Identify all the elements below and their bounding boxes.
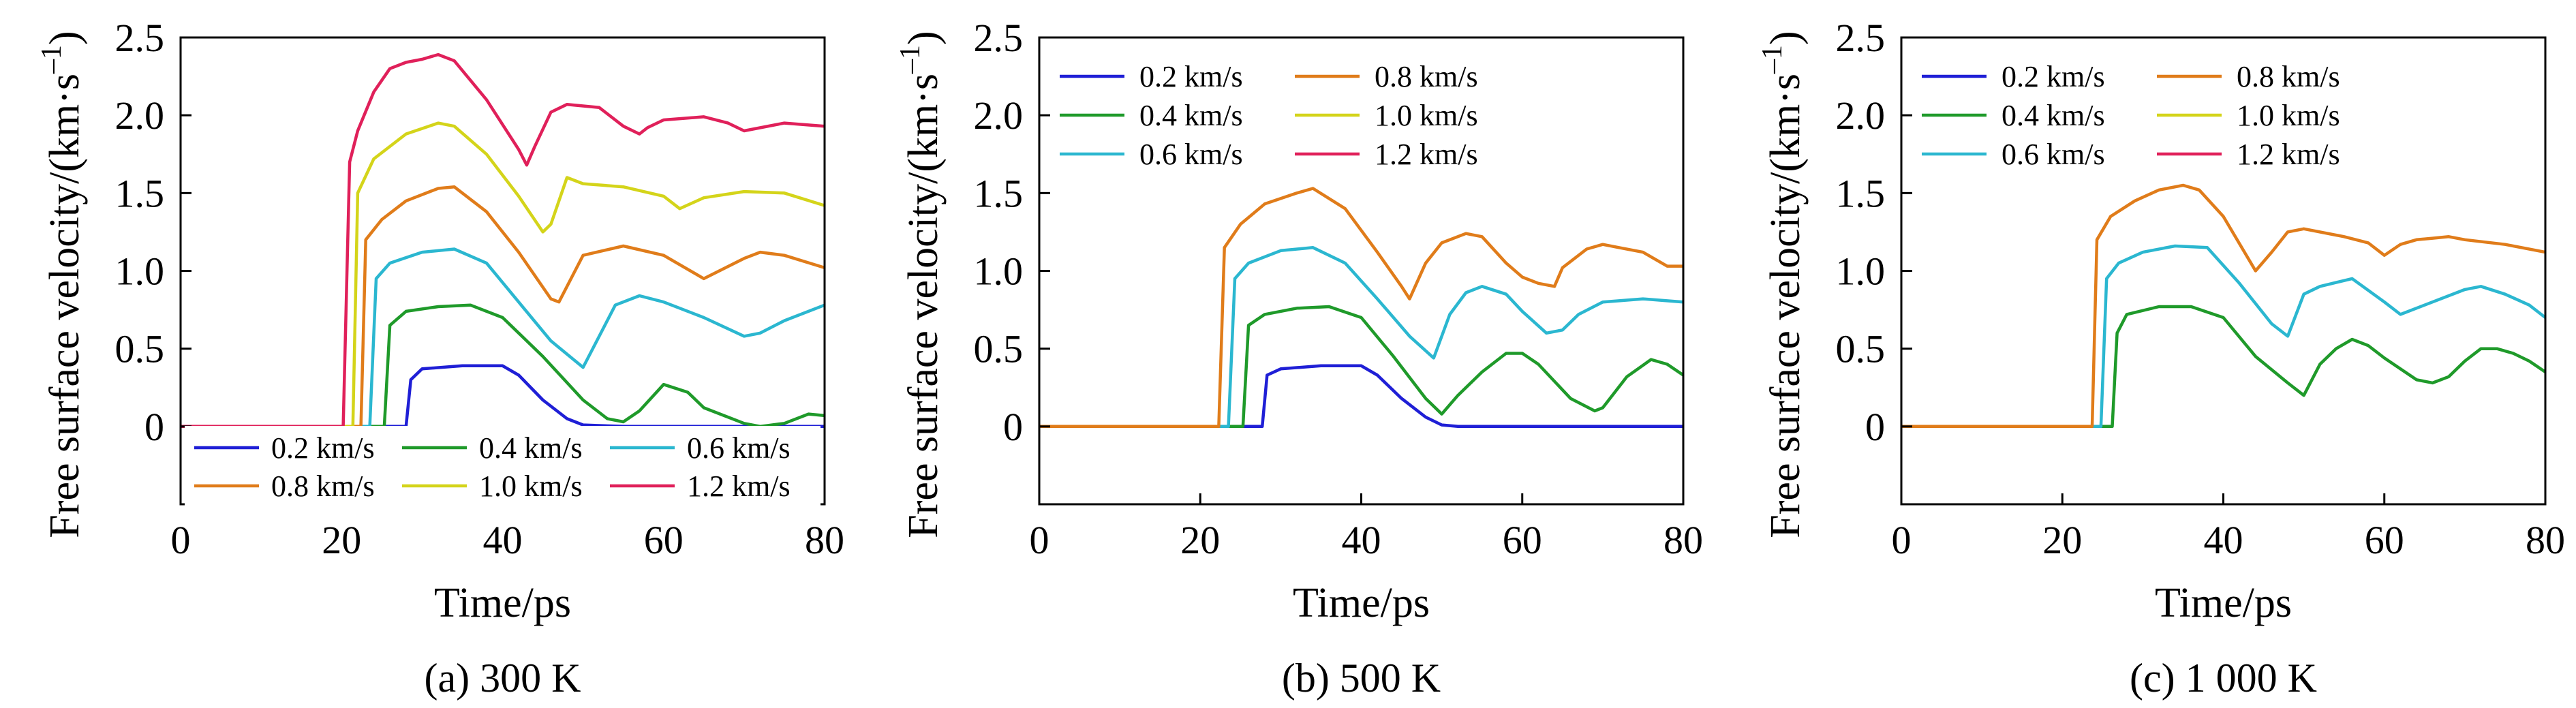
legend-label: 1.2 km/s	[1375, 138, 1478, 171]
plot-frame	[1038, 36, 1685, 506]
series-line	[181, 121, 825, 429]
y-tick-label: 2.0	[115, 93, 165, 138]
y-tick-label: 1.5	[974, 171, 1024, 215]
legend-label: 0.2 km/s	[2002, 60, 2105, 93]
y-tick-label: 0.5	[1836, 327, 1886, 371]
y-axis-label-main: Free surface velocity/(km·s	[1762, 74, 1809, 538]
x-axis-label: Time/ps	[1293, 580, 1430, 626]
panel-caption: (c) 1 000 K	[2130, 656, 2317, 701]
legend-label: 1.0 km/s	[1375, 99, 1478, 132]
x-tick-label: 80	[2526, 518, 2565, 562]
plot-frame	[1900, 36, 2547, 506]
y-axis-label-close: )	[42, 31, 88, 45]
legend-label: 0.4 km/s	[1139, 99, 1243, 132]
y-tick-label: 0	[144, 405, 164, 449]
series-line	[181, 247, 825, 429]
x-tick-label: 60	[2365, 518, 2404, 562]
panel-caption: (a) 300 K	[425, 656, 581, 701]
chart-panel-3: 0 0.5 1.0 1.5 2.0 2.5 0 20 40 60 80 Time/ps Free sur…	[1757, 16, 2565, 701]
legend-label: 1.2 km/s	[687, 470, 791, 503]
legend-label: 1.0 km/s	[2237, 99, 2340, 132]
y-tick-label: 1.5	[115, 171, 165, 215]
y-axis-label: Free surface velocity/(km·s–1)	[895, 31, 947, 538]
x-tick-label: 20	[1180, 518, 1220, 562]
series-line	[181, 52, 825, 429]
x-axis-label: Time/ps	[434, 580, 571, 626]
legend-label: 0.8 km/s	[2237, 60, 2340, 93]
y-tick-label: 2.0	[974, 93, 1024, 138]
y-tick-label: 0.5	[115, 327, 165, 371]
legend: 0.2 km/s 0.4 km/s 0.6 km/s 0.8 km/s 1.0 km/s…	[1922, 60, 2340, 171]
y-axis-label-exponent: –1	[36, 45, 67, 74]
y-tick-label: 1.0	[1836, 249, 1886, 294]
x-tick-label: 40	[1342, 518, 1381, 562]
chart-panel-1: 0 0.5 1.0 1.5 2.0 2.5 0 20 40 60 80 Time/ps Free sur…	[36, 16, 844, 701]
legend-label: 0.6 km/s	[2002, 138, 2105, 171]
panel-caption: (b) 500 K	[1282, 656, 1441, 701]
y-tick-label: 2.5	[974, 16, 1024, 60]
y-tick-label: 0	[1865, 405, 1885, 449]
series-line	[1901, 305, 2547, 429]
y-axis-label: Free surface velocity/(km·s–1)	[36, 31, 88, 538]
x-tick-label: 20	[2042, 518, 2082, 562]
y-axis-label-close: )	[900, 31, 947, 45]
legend-label: 0.8 km/s	[1375, 60, 1478, 93]
series-line	[1039, 364, 1683, 429]
y-axis-label-close: )	[1762, 31, 1809, 45]
y-tick-label: 1.5	[1836, 171, 1886, 215]
legend-label: 0.6 km/s	[687, 431, 791, 465]
legend-label: 0.8 km/s	[271, 470, 375, 503]
chart-panel-2: 0 0.5 1.0 1.5 2.0 2.5 0 20 40 60 80 Time/ps Free sur…	[895, 16, 1703, 701]
y-tick-label: 0.5	[974, 327, 1024, 371]
x-tick-label: 0	[1030, 518, 1049, 562]
legend-label: 1.2 km/s	[2237, 138, 2340, 171]
legend: 0.2 km/s 0.4 km/s 0.6 km/s 0.8 km/s 1.0 km/s…	[1060, 60, 1478, 171]
x-tick-label: 0	[171, 518, 191, 562]
y-axis-label-main: Free surface velocity/(km·s	[42, 74, 88, 538]
legend: 0.2 km/s 0.4 km/s 0.6 km/s 0.8 km/s 1.0 km/s…	[185, 426, 821, 509]
y-tick-label: 2.5	[1836, 16, 1886, 60]
y-tick-label: 2.0	[1836, 93, 1886, 138]
legend-label: 1.0 km/s	[479, 470, 583, 503]
legend-label: 0.2 km/s	[271, 431, 375, 465]
y-axis-label-main: Free surface velocity/(km·s	[900, 74, 947, 538]
y-axis-label-exponent: –1	[1757, 45, 1788, 74]
legend-label: 0.2 km/s	[1139, 60, 1243, 93]
y-tick-label: 1.0	[115, 249, 165, 294]
x-tick-label: 60	[1503, 518, 1542, 562]
legend-label: 0.6 km/s	[1139, 138, 1243, 171]
x-axis-label: Time/ps	[2155, 580, 2292, 626]
series-line	[1901, 183, 2546, 429]
x-tick-label: 80	[1663, 518, 1703, 562]
legend-label: 0.4 km/s	[479, 431, 583, 465]
x-tick-label: 20	[322, 518, 361, 562]
legend-background	[185, 426, 821, 509]
y-axis-label-exponent: –1	[895, 45, 926, 74]
y-tick-label: 1.0	[974, 249, 1024, 294]
legend-label: 0.4 km/s	[2002, 99, 2105, 132]
x-tick-label: 40	[483, 518, 523, 562]
series-line	[1039, 187, 1683, 429]
series-line	[1039, 246, 1684, 429]
x-tick-label: 60	[644, 518, 684, 562]
y-tick-label: 0	[1003, 405, 1023, 449]
x-tick-label: 80	[805, 518, 844, 562]
y-axis-label: Free surface velocity/(km·s–1)	[1757, 31, 1809, 538]
x-tick-label: 40	[2204, 518, 2243, 562]
x-tick-label: 0	[1892, 518, 1912, 562]
series-line	[1901, 244, 2547, 429]
y-tick-label: 2.5	[115, 16, 165, 60]
series-line	[1039, 305, 1685, 429]
series-line	[181, 185, 825, 429]
